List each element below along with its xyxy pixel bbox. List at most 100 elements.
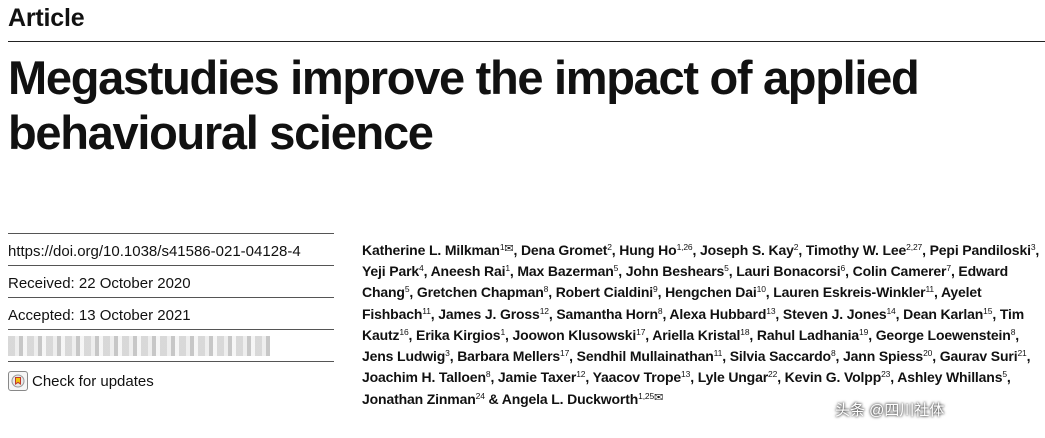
author-name[interactable]: Ayelet Fishbach11	[362, 284, 982, 321]
author-name[interactable]: Silvia Saccardo8	[730, 348, 836, 364]
author-name[interactable]: Samantha Horn8	[556, 306, 662, 322]
author-name-text: Angela L. Duckworth	[501, 391, 639, 408]
accepted-date: Accepted: 13 October 2021	[8, 297, 334, 329]
author-affiliation: 19	[859, 326, 869, 337]
author-affiliation: 12	[576, 369, 586, 380]
author-name-text: Alexa Hubbard	[669, 305, 767, 322]
author-name[interactable]: Lauri Bonacorsi6	[736, 263, 845, 279]
author-name[interactable]: Angela L. Duckworth1,25✉	[501, 391, 664, 408]
author-affiliation: 1,25	[638, 391, 655, 402]
author-name-text: Aneesh Rai	[430, 263, 506, 280]
author-name[interactable]: Timothy W. Lee2,27	[806, 242, 922, 258]
author-name[interactable]: Joowon Klusowski17	[513, 327, 646, 343]
author-list: Katherine L. Milkman1✉, Dena Gromet2, Hu…	[362, 242, 1040, 408]
author-name[interactable]: Aneesh Rai1	[431, 263, 510, 279]
author-name[interactable]: Lyle Ungar22	[698, 369, 778, 385]
top-rule	[8, 41, 1045, 42]
author-name[interactable]: Hung Ho1,26	[619, 242, 692, 258]
author-name-text: Hengchen Dai	[665, 284, 757, 301]
author-name-text: Tim Kautz	[362, 305, 1024, 343]
author-name[interactable]: Alexa Hubbard13	[669, 306, 775, 322]
author-affiliation: 6	[840, 263, 846, 274]
author-name[interactable]: Jonathan Zinman24	[362, 391, 485, 407]
author-affiliation: 20	[923, 348, 933, 359]
author-name[interactable]: John Beshears5	[626, 263, 729, 279]
author-affiliation: 1	[505, 263, 510, 274]
author-name[interactable]: Gretchen Chapman8	[417, 284, 548, 300]
author-affiliation: 1	[499, 242, 505, 252]
check-for-updates-button[interactable]: Check for updates	[8, 371, 334, 391]
author-name[interactable]: Erika Kirgios1	[416, 327, 505, 343]
author-name[interactable]: Jann Spiess20	[843, 348, 932, 364]
author-name[interactable]: Tim Kautz16	[362, 306, 1024, 343]
author-name[interactable]: Robert Cialdini9	[556, 284, 658, 300]
author-name-text: John Beshears	[625, 263, 725, 280]
author-name[interactable]: Katherine L. Milkman1✉	[362, 242, 514, 258]
author-name-text: Robert Cialdini	[555, 284, 653, 301]
author-name[interactable]: Lauren Eskreis-Winkler11	[773, 284, 934, 300]
author-name-text: Lauri Bonacorsi	[736, 263, 841, 280]
author-name-text: Joowon Klusowski	[512, 326, 637, 343]
author-affiliation: 4	[419, 263, 424, 274]
author-name-text: Ayelet Fishbach	[362, 284, 982, 322]
author-name[interactable]: Jamie Taxer12	[497, 369, 586, 386]
author-affiliation: 2,27	[906, 242, 923, 252]
author-name-text: Kevin G. Volpp	[784, 369, 882, 386]
doi-link[interactable]: https://doi.org/10.1038/s41586-021-04128…	[8, 233, 334, 265]
author-affiliation: 17	[636, 326, 646, 337]
author-name-text: Pepi Pandiloski	[929, 242, 1031, 258]
author-name[interactable]: George Loewenstein8	[876, 327, 1016, 343]
author-name[interactable]: Ashley Whillans5	[897, 369, 1007, 385]
author-affiliation: 13	[681, 369, 691, 380]
author-name[interactable]: Edward Chang5	[362, 263, 1008, 300]
author-name-text: Steven J. Jones	[782, 305, 887, 322]
author-name[interactable]: Hengchen Dai10	[665, 284, 766, 300]
author-name[interactable]: Yeji Park4	[362, 263, 424, 279]
author-name[interactable]: Ariella Kristal18	[652, 327, 749, 343]
author-name-text: Jonathan Zinman	[362, 391, 476, 408]
check-updates-icon	[8, 371, 28, 391]
author-name-text: Ariella Kristal	[652, 326, 741, 343]
email-icon[interactable]: ✉	[504, 243, 514, 255]
author-name[interactable]: Max Bazerman5	[517, 263, 618, 279]
author-name-text: Jamie Taxer	[497, 369, 577, 386]
author-affiliation: 5	[724, 263, 729, 274]
author-name-text: Jens Ludwig	[362, 348, 446, 365]
author-affiliation: 16	[399, 326, 409, 337]
email-icon[interactable]: ✉	[654, 392, 664, 405]
author-name[interactable]: Barbara Mellers17	[457, 348, 569, 364]
article-type-label: Article	[8, 4, 85, 32]
author-name[interactable]: Rahul Ladhania19	[757, 327, 868, 343]
author-name[interactable]: Joachim H. Talloen8	[362, 369, 491, 385]
author-name[interactable]: Kevin G. Volpp23	[785, 369, 891, 385]
author-name-text: Barbara Mellers	[457, 348, 561, 365]
author-name[interactable]: Yaacov Trope13	[593, 369, 691, 385]
author-name[interactable]: Dena Gromet2	[521, 242, 612, 258]
author-affiliation: 2	[607, 242, 612, 252]
blurred-text	[8, 336, 270, 356]
author-name-text: Gretchen Chapman	[416, 284, 544, 301]
received-date: Received: 22 October 2020	[8, 265, 334, 297]
author-name[interactable]: Steven J. Jones14	[783, 306, 896, 322]
author-name[interactable]: Gaurav Suri21	[940, 348, 1027, 364]
author-name-text: Erika Kirgios	[416, 326, 501, 343]
author-name[interactable]: Jens Ludwig3	[362, 348, 450, 364]
author-affiliation: 11	[422, 305, 431, 316]
author-affiliation: 11	[713, 348, 723, 359]
author-affiliation: 8	[830, 348, 836, 359]
author-name[interactable]: Dean Karlan15	[903, 306, 992, 322]
author-name-text: Hung Ho	[619, 242, 677, 258]
author-name[interactable]: Colin Camerer7	[853, 263, 951, 279]
author-name-text: George Loewenstein	[875, 326, 1011, 343]
author-affiliation: 5	[404, 284, 410, 295]
author-affiliation: 15	[983, 305, 993, 316]
author-name[interactable]: Joseph S. Kay2	[700, 242, 798, 258]
author-name[interactable]: Sendhil Mullainathan11	[577, 348, 723, 364]
author-affiliation: 1,26	[676, 242, 693, 252]
author-name[interactable]: James J. Gross12	[438, 306, 549, 322]
watermark-text: 头条 @四川社体	[835, 401, 945, 419]
author-affiliation: 10	[756, 284, 766, 295]
author-name[interactable]: Pepi Pandiloski3	[930, 242, 1036, 258]
author-affiliation: 22	[768, 369, 778, 380]
author-affiliation: 1	[500, 326, 506, 337]
